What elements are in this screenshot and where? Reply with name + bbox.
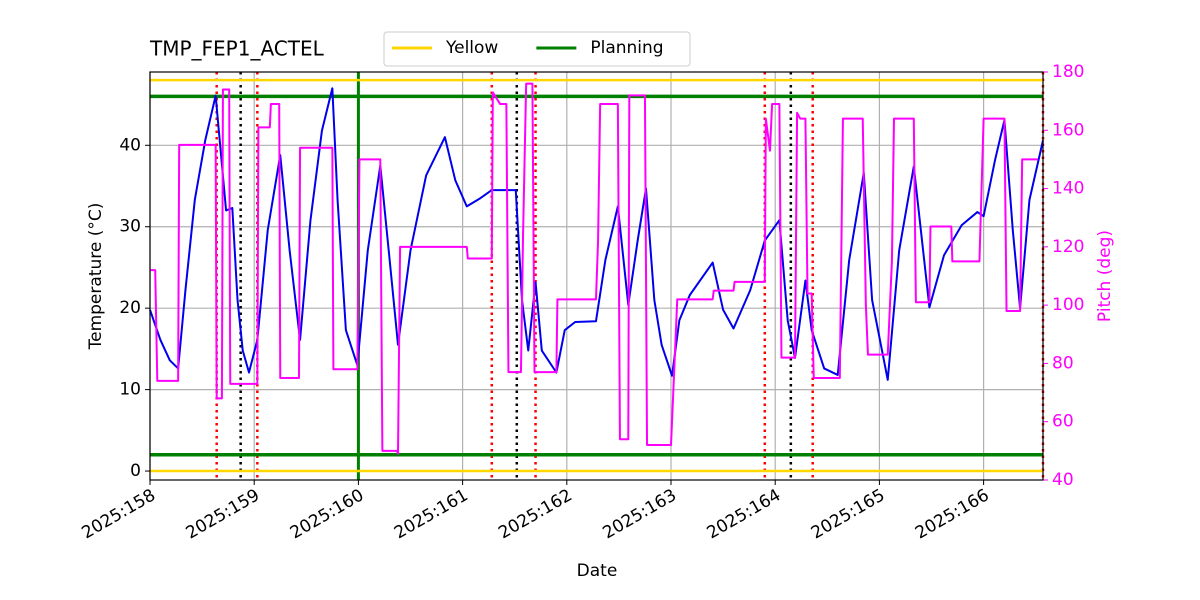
legend-label: Planning [590,38,663,58]
y2-tick-label: 180 [1052,62,1084,82]
y-tick-label: 30 [119,217,141,237]
y2-tick-label: 120 [1052,237,1084,257]
plot-frame [149,71,1044,481]
y-tick-label: 0 [130,461,141,481]
x-axis-label: Date [577,561,618,581]
y-tick-label: 10 [119,380,141,400]
series-line [150,82,1038,455]
chart-title: TMP_FEP1_ACTEL [149,37,325,61]
series-line [149,87,1044,381]
y-axis-label: Temperature (°C) [86,203,106,351]
y-tick-label: 40 [119,135,141,155]
y2-tick-label: 140 [1052,179,1084,199]
y2-tick-label: 160 [1052,120,1084,140]
y2-tick-label: 80 [1052,353,1074,373]
y2-tick-label: 100 [1052,295,1084,315]
y2-axis-label: Pitch (deg) [1095,230,1115,322]
y2-tick-label: 60 [1052,412,1074,432]
y-tick-label: 20 [119,298,141,318]
y2-tick-label: 40 [1052,470,1074,490]
legend-label: Yellow [445,38,498,58]
